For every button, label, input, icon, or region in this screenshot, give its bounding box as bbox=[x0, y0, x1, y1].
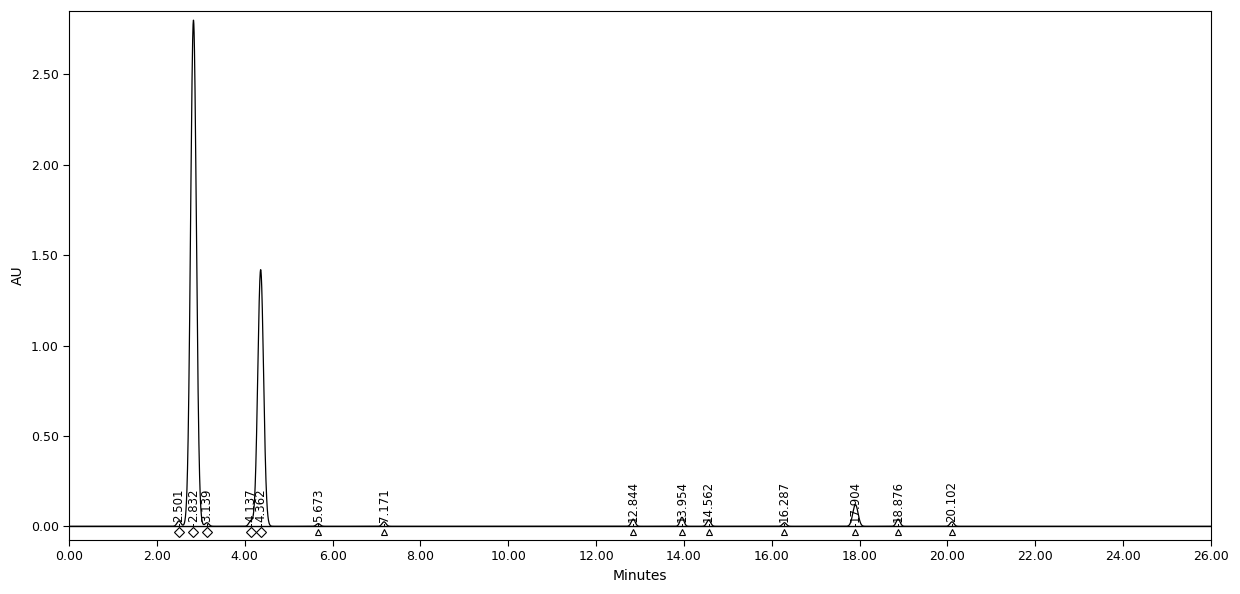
Text: 4.362: 4.362 bbox=[254, 488, 267, 522]
Y-axis label: AU: AU bbox=[11, 266, 25, 285]
X-axis label: Minutes: Minutes bbox=[613, 569, 667, 583]
Text: 17.904: 17.904 bbox=[849, 481, 862, 522]
Text: 20.102: 20.102 bbox=[945, 481, 959, 522]
Text: 12.844: 12.844 bbox=[626, 481, 640, 522]
Text: 3.139: 3.139 bbox=[201, 488, 213, 522]
Text: 4.137: 4.137 bbox=[244, 488, 257, 522]
Text: 13.954: 13.954 bbox=[676, 481, 688, 522]
Text: 5.673: 5.673 bbox=[311, 488, 325, 522]
Text: 18.876: 18.876 bbox=[892, 481, 905, 522]
Text: 16.287: 16.287 bbox=[777, 481, 791, 522]
Text: 2.832: 2.832 bbox=[187, 488, 200, 522]
Text: 14.562: 14.562 bbox=[702, 481, 715, 522]
Text: 2.501: 2.501 bbox=[172, 488, 186, 522]
Text: 7.171: 7.171 bbox=[377, 488, 391, 522]
